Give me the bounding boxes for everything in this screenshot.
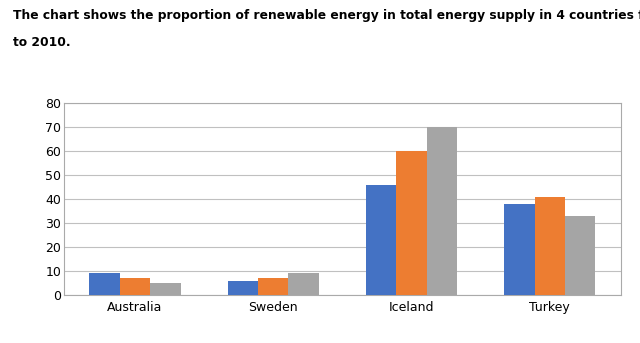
Bar	[90, 273, 120, 295]
Bar	[258, 278, 289, 295]
Bar	[366, 185, 396, 295]
Bar	[228, 281, 258, 295]
Bar	[565, 216, 595, 295]
Legend: 1997, 2000, 2010: 1997, 2000, 2010	[248, 340, 436, 343]
Text: to 2010.: to 2010.	[13, 36, 70, 49]
Bar	[504, 204, 534, 295]
Bar	[427, 127, 457, 295]
Bar	[289, 273, 319, 295]
Bar	[150, 283, 180, 295]
Bar	[120, 278, 150, 295]
Text: The chart shows the proportion of renewable energy in total energy supply in 4 c: The chart shows the proportion of renewa…	[13, 9, 640, 22]
Bar	[534, 197, 565, 295]
Bar	[396, 151, 427, 295]
